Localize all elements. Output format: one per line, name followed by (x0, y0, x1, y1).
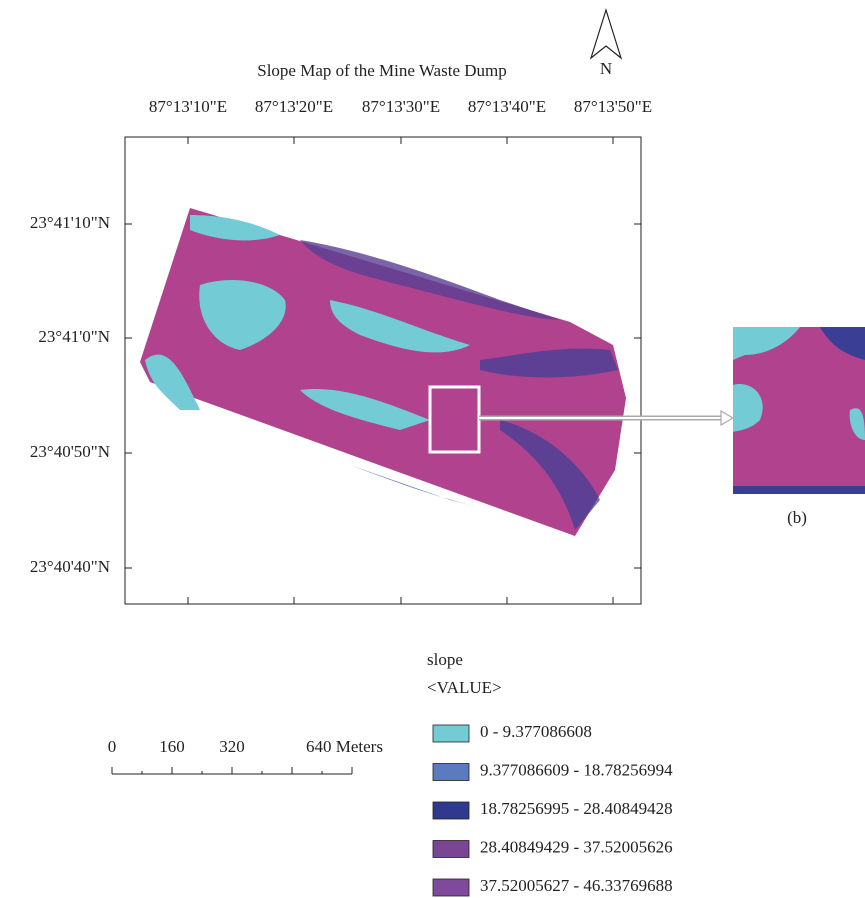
legend-title: slope (427, 650, 463, 669)
x-coord-label: 87°13'20"E (255, 97, 333, 116)
legend-label: 9.377086609 - 18.78256994 (480, 760, 673, 779)
scale-label: 0 (108, 737, 117, 756)
x-coord-label: 87°13'30"E (362, 97, 440, 116)
legend-label: 18.78256995 - 28.40849428 (480, 799, 673, 818)
legend-label: 28.40849429 - 37.52005626 (480, 837, 673, 856)
legend-swatch (433, 764, 469, 781)
inset-label: (b) (787, 508, 807, 527)
legend-label: 37.52005627 - 46.33769688 (480, 876, 673, 895)
map-figure: Slope Map of the Mine Waste Dump N (b) s… (0, 0, 865, 898)
north-arrow: N (591, 10, 621, 78)
scale-label: 320 (219, 737, 245, 756)
legend-subtitle: <VALUE> (427, 678, 502, 697)
legend-swatch (433, 725, 469, 742)
map-title: Slope Map of the Mine Waste Dump (257, 61, 507, 80)
x-coord-label: 87°13'10"E (149, 97, 227, 116)
y-coord-label: 23°41'10"N (30, 213, 110, 232)
y-coord-label: 23°40'40"N (30, 557, 110, 576)
legend-swatch (433, 841, 469, 858)
y-coord-label: 23°40'50"N (30, 442, 110, 461)
x-coord-label: 87°13'50"E (574, 97, 652, 116)
legend-label: 0 - 9.377086608 (480, 722, 592, 741)
legend-swatch (433, 802, 469, 819)
scale-label: 160 (159, 737, 185, 756)
y-coord-label: 23°41'0"N (38, 327, 110, 346)
scale-label: 640 Meters (306, 737, 383, 756)
north-label: N (600, 59, 612, 78)
x-coord-label: 87°13'40"E (468, 97, 546, 116)
slope-raster (140, 208, 626, 536)
legend-swatch (433, 879, 469, 896)
inset-map (733, 327, 865, 494)
